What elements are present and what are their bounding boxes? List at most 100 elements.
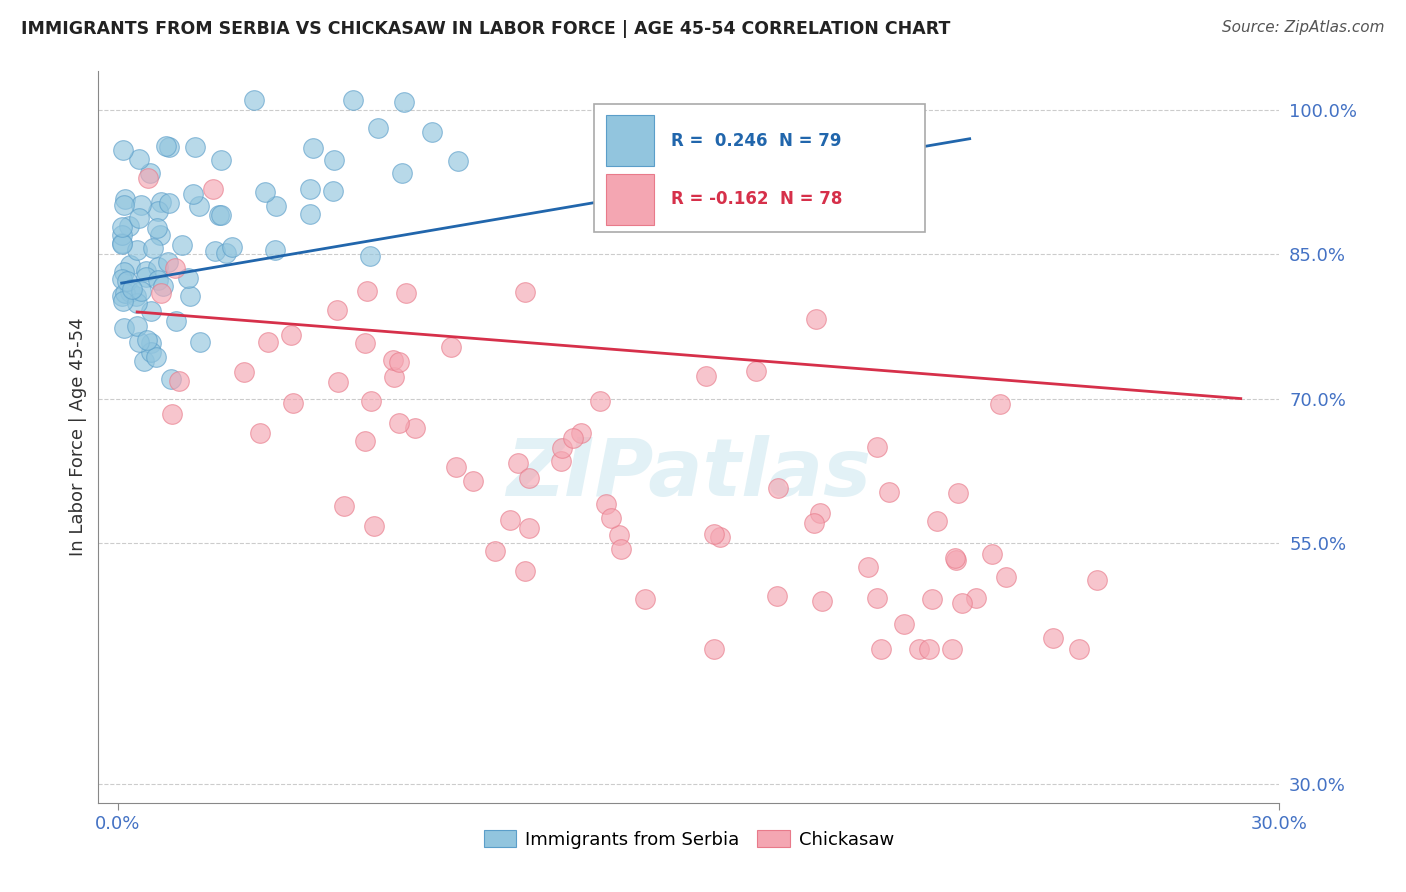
Point <box>499 513 522 527</box>
Point <box>142 241 165 255</box>
Point <box>298 182 321 196</box>
Point <box>595 497 617 511</box>
Point <box>322 184 344 198</box>
Point <box>118 285 141 300</box>
Point <box>1085 573 1108 587</box>
Point <box>135 333 157 347</box>
Point <box>381 353 404 368</box>
Point <box>610 542 633 557</box>
Point <box>550 441 572 455</box>
Point <box>870 641 893 656</box>
Point <box>391 165 413 179</box>
Point <box>965 591 987 605</box>
Point <box>404 421 426 435</box>
Point <box>176 271 198 285</box>
Point <box>513 285 536 300</box>
Point <box>111 237 134 252</box>
Point <box>392 95 415 110</box>
Point <box>215 246 238 260</box>
Point <box>149 227 172 242</box>
Point <box>856 559 879 574</box>
Point <box>181 187 204 202</box>
Point <box>363 519 385 533</box>
Point <box>129 198 152 212</box>
Point <box>128 211 150 226</box>
Point <box>995 570 1018 584</box>
Point <box>484 544 506 558</box>
Point <box>146 273 169 287</box>
Point <box>766 590 789 604</box>
Text: ZIPatlas: ZIPatlas <box>506 434 872 513</box>
Point <box>125 319 148 334</box>
Point <box>945 553 967 567</box>
Point <box>188 199 211 213</box>
Point <box>155 138 177 153</box>
Point <box>135 270 157 285</box>
Point <box>353 434 375 448</box>
Point <box>152 279 174 293</box>
Point <box>980 547 1002 561</box>
Point <box>517 471 540 485</box>
Point <box>156 255 179 269</box>
FancyBboxPatch shape <box>606 115 654 167</box>
Point <box>943 551 966 566</box>
Point <box>298 207 321 221</box>
Point <box>808 506 831 520</box>
Point <box>125 289 148 303</box>
Point <box>160 408 183 422</box>
Point <box>249 425 271 440</box>
Point <box>165 261 187 276</box>
Point <box>359 249 381 263</box>
Point <box>634 591 657 606</box>
Point <box>170 238 193 252</box>
Point <box>112 198 135 212</box>
Point <box>139 304 162 318</box>
Point <box>1067 641 1090 656</box>
Point <box>921 592 943 607</box>
FancyBboxPatch shape <box>595 104 925 232</box>
Point <box>111 272 134 286</box>
Point <box>149 195 172 210</box>
Point <box>360 394 382 409</box>
Point <box>447 153 470 168</box>
Point <box>257 334 280 349</box>
Point <box>115 274 138 288</box>
Point <box>927 515 949 529</box>
Point <box>562 431 585 445</box>
Point <box>709 530 731 544</box>
Point <box>111 220 134 235</box>
Point <box>157 140 180 154</box>
Point <box>323 153 346 167</box>
Point <box>129 285 152 299</box>
Point <box>354 335 377 350</box>
Point <box>893 616 915 631</box>
Point <box>138 166 160 180</box>
Point <box>112 293 135 308</box>
Point <box>150 286 173 301</box>
Point <box>382 370 405 384</box>
Point <box>607 527 630 541</box>
Point <box>118 219 141 233</box>
Point <box>301 141 323 155</box>
Point <box>600 511 623 525</box>
Point <box>280 328 302 343</box>
Point <box>204 244 226 259</box>
Point <box>139 336 162 351</box>
Point <box>188 334 211 349</box>
Point <box>803 516 825 531</box>
Point <box>1042 632 1064 646</box>
Point <box>804 311 827 326</box>
Point <box>283 395 305 409</box>
Point <box>332 499 354 513</box>
Point <box>114 192 136 206</box>
Point <box>941 641 963 656</box>
Point <box>111 289 134 303</box>
Point <box>569 425 592 440</box>
Point <box>908 641 931 656</box>
Point <box>112 321 135 335</box>
Point <box>264 243 287 257</box>
Point <box>326 303 349 318</box>
Point <box>165 313 187 327</box>
Point <box>111 236 134 251</box>
Point <box>121 282 143 296</box>
